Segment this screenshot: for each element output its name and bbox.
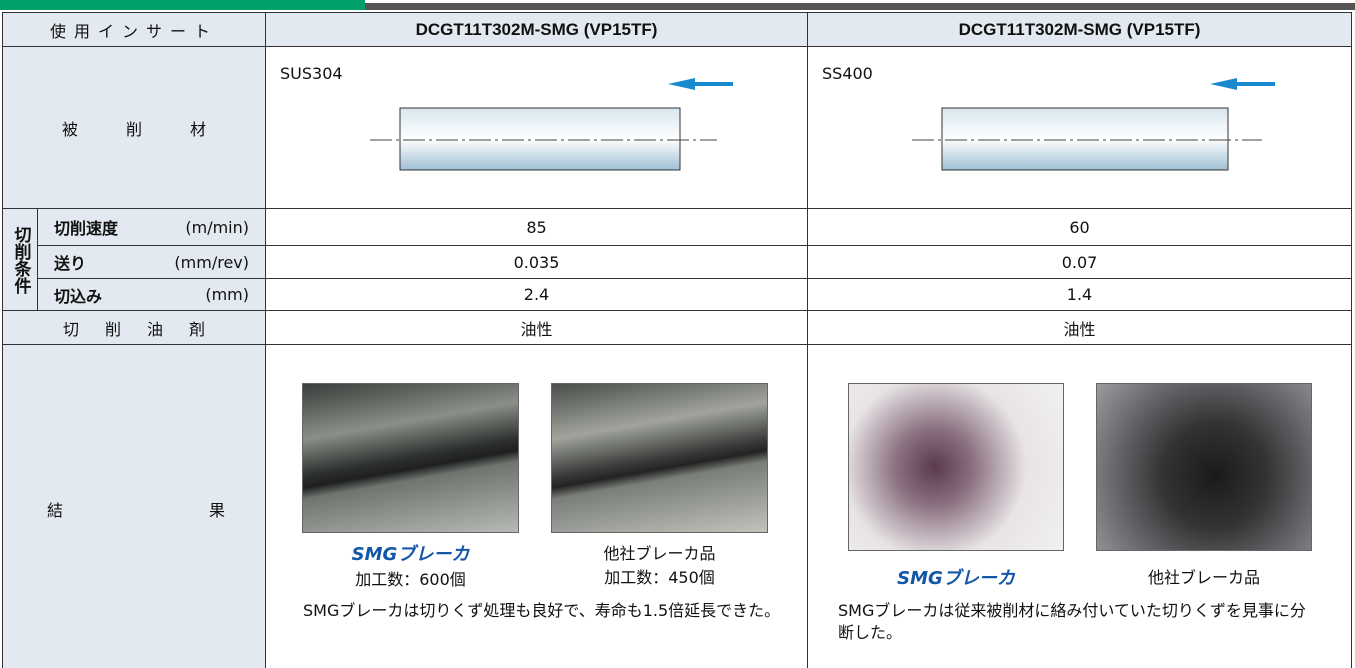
condition-value: 85 xyxy=(265,208,808,246)
condition-value: 0.035 xyxy=(265,245,808,279)
material: SS400 xyxy=(822,64,873,83)
subcaption: 加工数：600個 xyxy=(355,570,466,589)
top-bar xyxy=(365,3,1355,10)
header-col: DCGT11T302M-SMG (VP15TF) xyxy=(807,12,1352,47)
fluid-label: 切削油剤 xyxy=(2,310,266,345)
note: SMGブレーカは従来被削材に絡み付いていた切りくずを見事に分断した。 xyxy=(838,601,1306,642)
header-col: DCGT11T302M-SMG (VP15TF) xyxy=(265,12,808,47)
condition-label: 送り (mm/rev) xyxy=(37,245,266,279)
condition-name: 切削速度 xyxy=(54,219,119,238)
photo xyxy=(551,383,768,533)
label-char: 果 xyxy=(208,501,225,520)
condition-value: 2.4 xyxy=(265,278,808,311)
caption: 他社ブレーカ品 xyxy=(603,544,716,563)
results-label: 結果 xyxy=(2,344,266,668)
results-cell xyxy=(807,344,1352,668)
caption-block: SMGブレーカ 加工数：600個 xyxy=(302,540,519,590)
material: SUS304 xyxy=(280,64,343,83)
condition-value: 60 xyxy=(807,208,1352,246)
photo xyxy=(302,383,519,533)
condition-value: 1.4 xyxy=(807,278,1352,311)
caption: SMGブレーカ xyxy=(351,544,470,565)
condition-name: 切込み xyxy=(54,286,103,306)
caption: 他社ブレーカ品 xyxy=(1147,568,1260,587)
condition-unit: (mm) xyxy=(205,285,249,304)
cylinder xyxy=(912,78,1275,171)
accent-bar xyxy=(0,0,365,10)
condition-unit: (m/min) xyxy=(185,217,249,237)
condition-label: 切込み (mm) xyxy=(37,278,266,311)
fluid-value: 油性 xyxy=(807,310,1352,345)
fluid-value: 油性 xyxy=(265,310,808,345)
label-char: 結 xyxy=(47,501,64,520)
note: SMGブレーカは切りくず処理も良好で、寿命も1.5倍延長できた。 xyxy=(303,601,781,620)
photo xyxy=(848,383,1064,551)
condition-name: 送り xyxy=(54,254,87,273)
cylinder xyxy=(370,78,733,171)
condition-unit: (mm/rev) xyxy=(174,252,249,272)
conditions-label: 切削条件 xyxy=(2,208,38,311)
caption-block: 他社ブレーカ品 加工数：450個 xyxy=(551,540,768,588)
subcaption: 加工数：450個 xyxy=(604,568,715,587)
photo xyxy=(1096,383,1312,551)
header-label: 使用インサート xyxy=(2,12,266,47)
workpiece-label: 被削材 xyxy=(2,46,266,209)
caption: SMGブレーカ xyxy=(897,568,1015,589)
condition-label: 切削速度 (m/min) xyxy=(37,208,266,246)
workpiece-drawings xyxy=(370,78,1275,171)
condition-value: 0.07 xyxy=(807,245,1352,279)
